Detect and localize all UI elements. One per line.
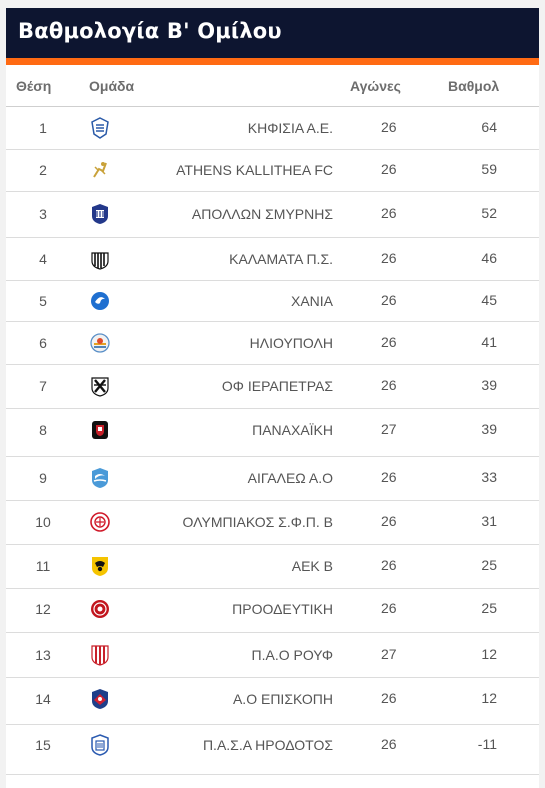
points-cell: 64 xyxy=(481,119,497,135)
column-header-team[interactable]: Ομάδα xyxy=(89,78,135,94)
team-name-cell[interactable]: ΑΠΟΛΛΩΝ ΣΜΥΡΝΗΣ xyxy=(191,206,333,222)
table-row[interactable]: 11 ΑΕΚ Β 26 25 xyxy=(6,544,539,589)
table-row[interactable]: 9 ΑΙΓΑΛΕΩ Α.Ο 26 33 xyxy=(6,456,539,501)
team-name-cell[interactable]: ΟΦ ΙΕΡΑΠΕΤΡΑΣ xyxy=(221,378,333,394)
table-row[interactable]: 1 ΚΗΦΙΣΙΑ Α.Ε. 26 64 xyxy=(6,107,539,150)
team-name-cell[interactable]: Π.Α.Ο ΡΟΥΦ xyxy=(251,647,333,663)
column-header-position[interactable]: Θέση xyxy=(16,78,52,94)
team-name-cell[interactable]: ΑΙΓΑΛΕΩ Α.Ο xyxy=(247,470,333,486)
points-cell: 25 xyxy=(481,600,497,616)
points-cell: 52 xyxy=(481,205,497,221)
position-cell: 14 xyxy=(35,691,51,707)
games-cell: 26 xyxy=(381,736,397,752)
points-cell: 59 xyxy=(481,161,497,177)
team-name-cell[interactable]: Α.Ο ΕΠΙΣΚΟΠΗ xyxy=(232,691,333,707)
table-row[interactable]: 14 Α.Ο ΕΠΙΣΚΟΠΗ 26 12 xyxy=(6,677,539,725)
points-cell: 41 xyxy=(481,334,497,350)
table-row[interactable]: 8 ΠΑΝΑΧΑΪΚΗ 27 39 xyxy=(6,408,539,457)
aigaleo-crest-icon xyxy=(90,467,110,489)
position-cell: 6 xyxy=(39,335,47,351)
points-cell: 39 xyxy=(481,421,497,437)
athens-kallithea-crest-icon xyxy=(90,159,110,181)
apollon-smyrnis-crest-icon xyxy=(90,203,110,225)
points-cell: 31 xyxy=(481,513,497,529)
team-name-cell[interactable]: ΗΛΙΟΥΠΟΛΗ xyxy=(249,335,333,351)
column-header-points[interactable]: Βαθμολ xyxy=(448,78,500,94)
proodeftiki-crest-icon xyxy=(90,598,110,620)
position-cell: 1 xyxy=(39,120,47,136)
position-cell: 10 xyxy=(35,514,51,530)
position-cell: 15 xyxy=(35,737,51,753)
games-cell: 26 xyxy=(381,513,397,529)
of-ierapetras-crest-icon xyxy=(90,375,110,397)
points-cell: 45 xyxy=(481,292,497,308)
kalamata-crest-icon xyxy=(90,248,110,270)
games-cell: 26 xyxy=(381,469,397,485)
table-row[interactable]: 12 ΠΡΟΟΔΕΥΤΙΚΗ 26 25 xyxy=(6,588,539,633)
games-cell: 26 xyxy=(381,119,397,135)
position-cell: 4 xyxy=(39,251,47,267)
points-cell: -11 xyxy=(477,736,497,752)
table-row[interactable]: 3 ΑΠΟΛΛΩΝ ΣΜΥΡΝΗΣ 26 52 xyxy=(6,191,539,238)
games-cell: 26 xyxy=(381,690,397,706)
table-row[interactable]: 4 ΚΑΛΑΜΑΤΑ Π.Σ. 26 46 xyxy=(6,237,539,281)
ilioupoli-crest-icon xyxy=(90,332,110,354)
widget-title: Βαθμολογία Β' Ομίλου xyxy=(18,19,282,43)
position-cell: 12 xyxy=(35,601,51,617)
games-cell: 26 xyxy=(381,377,397,393)
position-cell: 11 xyxy=(35,558,51,574)
points-cell: 12 xyxy=(481,690,497,706)
position-cell: 3 xyxy=(39,206,47,222)
team-name-cell[interactable]: ΧΑΝΙΑ xyxy=(290,293,333,309)
position-cell: 5 xyxy=(39,293,47,309)
irodotos-crest-icon xyxy=(90,734,110,756)
table-row[interactable]: 15 Π.Α.Σ.Α ΗΡΟΔΟΤΟΣ 26 -11 xyxy=(6,724,539,775)
points-cell: 46 xyxy=(481,250,497,266)
games-cell: 27 xyxy=(381,421,397,437)
table-header: Θέση Ομάδα Αγώνες Βαθμολ xyxy=(6,65,539,107)
team-name-cell[interactable]: ΚΗΦΙΣΙΑ Α.Ε. xyxy=(247,120,333,136)
games-cell: 26 xyxy=(381,250,397,266)
widget-header: Βαθμολογία Β' Ομίλου xyxy=(6,8,539,58)
standings-widget: Βαθμολογία Β' Ομίλου Θέση Ομάδα Αγώνες Β… xyxy=(6,8,539,788)
team-name-cell[interactable]: ATHENS KALLITHEA FC xyxy=(176,162,333,178)
accent-bar xyxy=(6,58,539,65)
team-name-cell[interactable]: ΠΑΝΑΧΑΪΚΗ xyxy=(252,422,333,438)
position-cell: 7 xyxy=(39,378,47,394)
games-cell: 26 xyxy=(381,292,397,308)
olympiacos-crest-icon xyxy=(90,511,110,533)
table-row[interactable]: 2 ATHENS KALLITHEA FC 26 59 xyxy=(6,149,539,192)
team-name-cell[interactable]: ΟΛΥΜΠΙΑΚΟΣ Σ.Φ.Π. Β xyxy=(182,514,333,530)
table-row[interactable]: 13 Π.Α.Ο ΡΟΥΦ 27 12 xyxy=(6,632,539,678)
table-row[interactable]: 10 ΟΛΥΜΠΙΑΚΟΣ Σ.Φ.Π. Β 26 31 xyxy=(6,500,539,545)
games-cell: 27 xyxy=(381,646,397,662)
games-cell: 26 xyxy=(381,557,397,573)
team-name-cell[interactable]: Π.Α.Σ.Α ΗΡΟΔΟΤΟΣ xyxy=(202,737,333,753)
column-header-games[interactable]: Αγώνες xyxy=(350,78,401,94)
table-row[interactable]: 5 ΧΑΝΙΑ 26 45 xyxy=(6,280,539,322)
games-cell: 26 xyxy=(381,334,397,350)
games-cell: 26 xyxy=(381,600,397,616)
position-cell: 2 xyxy=(39,162,47,178)
games-cell: 26 xyxy=(381,161,397,177)
team-name-cell[interactable]: ΠΡΟΟΔΕΥΤΙΚΗ xyxy=(232,601,333,617)
episkopi-crest-icon xyxy=(90,688,110,710)
team-name-cell[interactable]: ΑΕΚ Β xyxy=(291,558,333,574)
aek-crest-icon xyxy=(90,555,110,577)
panachaiki-crest-icon xyxy=(90,419,110,441)
points-cell: 25 xyxy=(481,557,497,573)
points-cell: 39 xyxy=(481,377,497,393)
points-cell: 33 xyxy=(481,469,497,485)
games-cell: 26 xyxy=(381,205,397,221)
team-name-cell[interactable]: ΚΑΛΑΜΑΤΑ Π.Σ. xyxy=(229,251,333,267)
position-cell: 8 xyxy=(39,422,47,438)
points-cell: 12 xyxy=(481,646,497,662)
position-cell: 13 xyxy=(35,647,51,663)
table-row[interactable]: 6 ΗΛΙΟΥΠΟΛΗ 26 41 xyxy=(6,321,539,365)
chania-crest-icon xyxy=(90,290,110,312)
pao-rouf-crest-icon xyxy=(90,644,110,666)
table-row[interactable]: 7 ΟΦ ΙΕΡΑΠΕΤΡΑΣ 26 39 xyxy=(6,364,539,409)
position-cell: 9 xyxy=(39,470,47,486)
kifisia-crest-icon xyxy=(90,117,110,139)
